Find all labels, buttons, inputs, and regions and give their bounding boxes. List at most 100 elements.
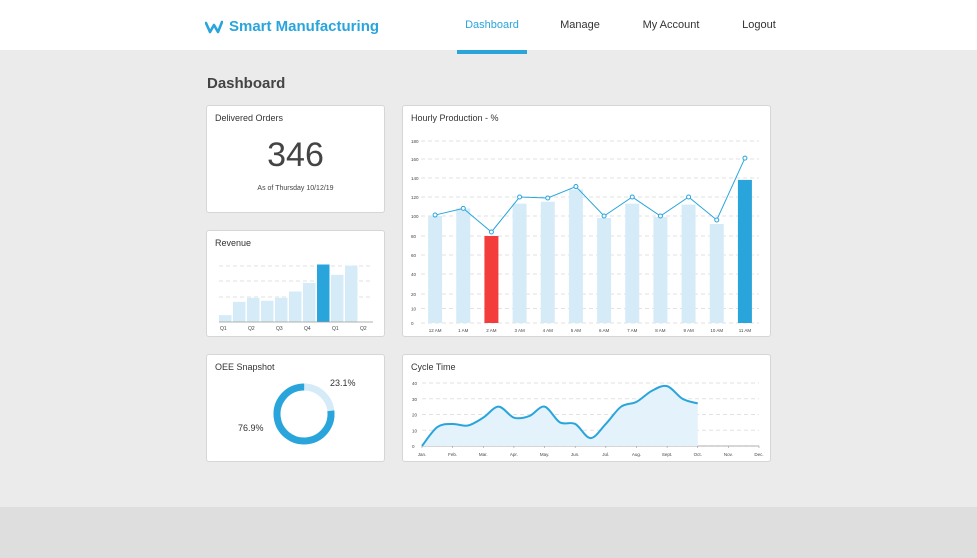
- hourly-x-tick-label: 1 AM: [458, 328, 469, 333]
- hourly-bar: [597, 218, 612, 323]
- hourly-trend-point: [657, 213, 663, 219]
- revenue-x-tick-label: Q2: [248, 326, 255, 332]
- brand[interactable]: Smart Manufacturing: [205, 18, 379, 35]
- cycle-y-tick-label: 40: [412, 381, 418, 386]
- hourly-x-tick-label: 12 AM: [429, 328, 442, 333]
- hourly-x-tick-label: 2 AM: [486, 328, 497, 333]
- revenue-bar: [275, 297, 288, 322]
- hourly-trend-point: [488, 229, 494, 235]
- page-title: Dashboard: [207, 75, 286, 92]
- hourly-trend-point: [629, 194, 635, 200]
- hourly-trend-point: [460, 205, 466, 211]
- hourly-x-tick-label: 10 AM: [710, 328, 723, 333]
- revenue-x-tick-label: Q3: [276, 326, 283, 332]
- cycle-time-card: Cycle Time 0 10 20 30 40 Jan. Feb. Mar. Apr. May.…: [402, 354, 771, 462]
- hourly-y-tick-label: 10: [411, 307, 417, 312]
- hourly-title: Hourly Production - %: [411, 113, 499, 123]
- cycle-x-tick-label: Aug.: [632, 452, 641, 457]
- hourly-trend-line: [434, 157, 746, 233]
- cycle-x-tick-label: Feb.: [448, 452, 457, 457]
- hourly-bar: [625, 203, 640, 323]
- hourly-trend-point: [545, 195, 551, 201]
- hourly-y-tick-label: 20: [411, 292, 417, 297]
- cycle-x-tick-label: Nov.: [724, 452, 733, 457]
- hourly-x-tick-label: 8 AM: [655, 328, 666, 333]
- nav-my-account[interactable]: My Account: [634, 0, 708, 50]
- revenue-bar: [219, 315, 232, 322]
- hourly-y-tick-label: 80: [411, 234, 417, 239]
- cycle-time-chart: 0 10 20 30 40 Jan. Feb. Mar. Apr. May. Jun. Jul. Aug…: [412, 381, 764, 457]
- revenue-bar: [289, 291, 302, 322]
- hourly-trend-point: [601, 213, 607, 219]
- oee-donut-chart: [273, 383, 335, 445]
- revenue-bar: [331, 274, 344, 322]
- nav-dashboard[interactable]: Dashboard: [457, 0, 527, 54]
- cycle-x-tick-label: Dec.: [754, 452, 763, 457]
- hourly-y-tick-label: 60: [411, 253, 417, 258]
- cycle-y-tick-label: 30: [412, 397, 418, 402]
- hourly-bar: [709, 224, 724, 323]
- oee-title: OEE Snapshot: [215, 362, 275, 372]
- hourly-bar: [484, 236, 499, 323]
- hourly-production-card: Hourly Production - % 0 10 20 40 60 80 100 120 1…: [402, 105, 771, 337]
- brand-logo-icon: [205, 20, 223, 33]
- revenue-bar: [317, 264, 330, 322]
- hourly-x-tick-label: 9 AM: [683, 328, 694, 333]
- delivered-orders-title: Delivered Orders: [215, 113, 284, 123]
- hourly-bar: [428, 216, 443, 323]
- oee-pct-label-b: 76.9%: [238, 423, 264, 433]
- hourly-y-tick-label: 160: [411, 157, 419, 162]
- nav-logout[interactable]: Logout: [734, 0, 784, 50]
- hourly-y-tick-label: 40: [411, 272, 417, 277]
- delivered-orders-date: As of Thursday 10/12/19: [257, 185, 334, 192]
- cycle-y-tick-label: 10: [412, 428, 418, 433]
- hourly-trend-point: [432, 212, 438, 218]
- cycle-y-tick-label: 20: [412, 413, 418, 418]
- cycle-line: [421, 384, 699, 447]
- revenue-bar: [233, 301, 246, 322]
- brand-title: Smart Manufacturing: [229, 18, 380, 35]
- hourly-trend-point: [742, 155, 748, 161]
- nav-manage-label: Manage: [560, 19, 600, 31]
- hourly-y-tick-label: 0: [411, 321, 414, 326]
- revenue-bar: [345, 265, 358, 322]
- revenue-bar: [303, 282, 316, 322]
- cycle-x-tick-label: Mar.: [479, 452, 488, 457]
- revenue-x-tick-label: Q1: [220, 326, 227, 332]
- hourly-bar: [737, 179, 752, 323]
- revenue-bar: [247, 297, 260, 322]
- cycle-x-tick-label: Jun.: [571, 452, 580, 457]
- cycle-x-tick-label: Sept.: [662, 452, 673, 457]
- top-navigation-bar: Smart Manufacturing Dashboard Manage My …: [0, 0, 977, 54]
- nav-my-account-label: My Account: [642, 19, 700, 31]
- revenue-chart: Q1 Q2 Q3 Q4 Q1 Q2: [219, 264, 373, 332]
- revenue-card: Revenue Q1 Q2 Q3 Q4 Q1 Q2: [206, 230, 385, 337]
- nav-dashboard-label: Dashboard: [465, 19, 519, 31]
- hourly-bar: [681, 204, 696, 323]
- revenue-x-tick-label: Q4: [304, 326, 311, 332]
- cycle-y-tick-label: 0: [412, 444, 415, 449]
- cycle-title: Cycle Time: [411, 362, 456, 372]
- nav-logout-label: Logout: [742, 19, 776, 31]
- hourly-trend-point: [686, 194, 692, 200]
- hourly-bar: [568, 189, 583, 323]
- hourly-trend-point: [714, 217, 720, 223]
- nav-manage[interactable]: Manage: [553, 0, 607, 50]
- cycle-x-tick-label: Jul.: [602, 452, 609, 457]
- hourly-bar: [456, 208, 471, 323]
- hourly-x-tick-label: 5 AM: [571, 328, 582, 333]
- hourly-trend-point: [517, 194, 523, 200]
- revenue-bar: [261, 300, 274, 322]
- cycle-x-tick-label: Oct.: [694, 452, 702, 457]
- page-footer: [0, 507, 977, 558]
- hourly-bar: [512, 203, 527, 323]
- hourly-y-tick-label: 180: [411, 139, 419, 144]
- hourly-trend-point: [573, 184, 579, 190]
- oee-pct-label-a: 23.1%: [330, 378, 356, 388]
- hourly-x-tick-label: 4 AM: [543, 328, 554, 333]
- revenue-title: Revenue: [215, 238, 252, 248]
- hourly-x-tick-label: 6 AM: [599, 328, 610, 333]
- hourly-x-tick-label: 7 AM: [627, 328, 638, 333]
- hourly-x-tick-label: 3 AM: [514, 328, 525, 333]
- hourly-production-chart: 0 10 20 40 60 80 100 120 140 160 180 12 AM 1 AM 2 AM 3…: [411, 139, 759, 333]
